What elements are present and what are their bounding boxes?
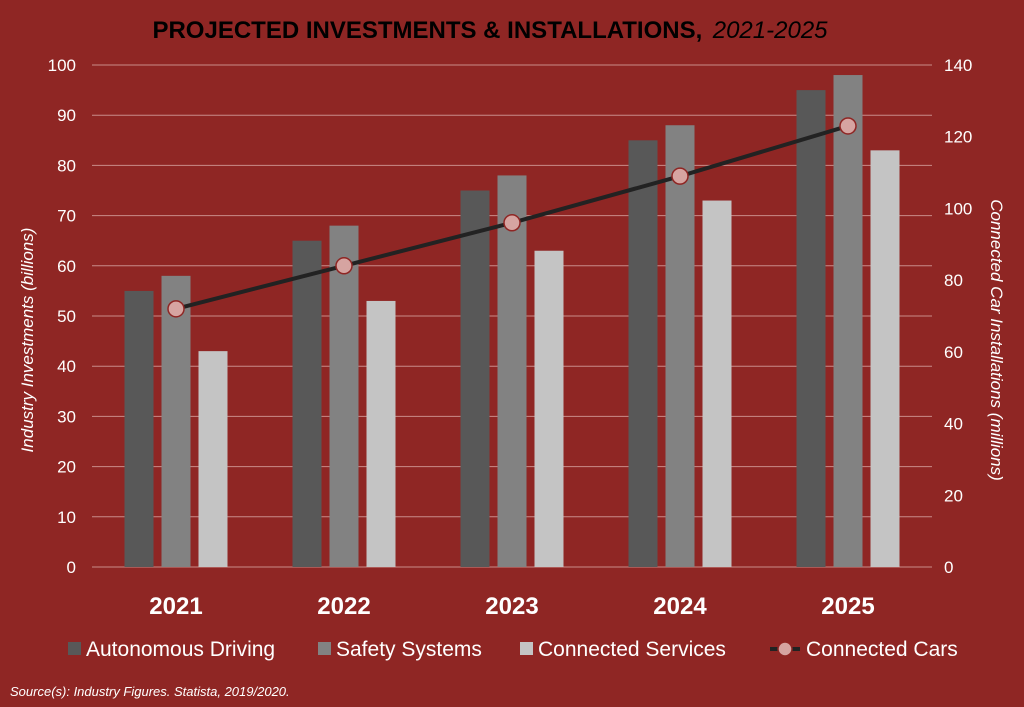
- y2-tick-120: 120: [944, 128, 972, 147]
- y-tick-30: 30: [57, 407, 76, 426]
- y2-tick-140: 140: [944, 56, 972, 75]
- bar-safety-systems-2025: [833, 75, 863, 567]
- y-tick-0: 0: [67, 558, 76, 577]
- y-tick-100: 100: [48, 56, 76, 75]
- point-connected-cars-2023: [503, 214, 521, 232]
- source-note: Source(s): Industry Figures. Statista, 2…: [10, 684, 290, 699]
- y-tick-70: 70: [57, 207, 76, 226]
- y-axis-ticks: 0 10 20 30 40 50 60 70 80 90 100: [48, 56, 76, 577]
- point-connected-cars-2022: [335, 257, 353, 275]
- legend-swatch-connected-services: [520, 642, 533, 655]
- x-tick-2025: 2025: [821, 593, 874, 620]
- y-tick-90: 90: [57, 106, 76, 125]
- x-axis-ticks: 2021 2022 2023 2024 2025: [149, 593, 874, 620]
- y-tick-20: 20: [57, 458, 76, 477]
- y-tick-10: 10: [57, 508, 76, 527]
- x-tick-2023: 2023: [485, 593, 538, 620]
- bar-connected-services-2024: [702, 200, 732, 568]
- legend-marker-connected-cars: [777, 641, 793, 657]
- point-connected-cars-2025: [839, 117, 857, 135]
- point-connected-cars-2024: [671, 167, 689, 185]
- point-connected-cars-2021: [167, 300, 185, 318]
- x-tick-2024: 2024: [653, 593, 707, 620]
- y-axis-label: Industry Investments (billions): [18, 228, 37, 453]
- y-tick-60: 60: [57, 257, 76, 276]
- bar-connected-services-2021: [198, 351, 228, 567]
- bar-connected-services-2022: [366, 300, 396, 567]
- bar-safety-systems-2024: [665, 125, 695, 568]
- bar-safety-systems-2021: [161, 275, 191, 567]
- y2-tick-60: 60: [944, 343, 963, 362]
- y2-tick-40: 40: [944, 415, 963, 434]
- y2-tick-100: 100: [944, 199, 972, 218]
- x-tick-2021: 2021: [149, 593, 202, 620]
- bar-connected-services-2025: [870, 150, 900, 567]
- chart-title: PROJECTED INVESTMENTS & INSTALLATIONS, 2…: [152, 17, 828, 44]
- y2-axis-label: Connected Car Installations (millions): [987, 199, 1006, 481]
- legend: Autonomous Driving Safety Systems Connecte…: [68, 638, 958, 661]
- legend-swatch-safety-systems: [318, 642, 331, 655]
- y-tick-50: 50: [57, 307, 76, 326]
- bar-safety-systems-2023: [497, 175, 527, 567]
- bar-connected-services-2023: [534, 250, 564, 568]
- legend-label-connected-cars: Connected Cars: [806, 638, 958, 661]
- y-tick-80: 80: [57, 156, 76, 175]
- bar-autonomous-driving-2022: [292, 240, 322, 567]
- bar-safety-systems-2022: [329, 225, 359, 567]
- y2-axis-ticks: 0 20 40 60 80 100 120 140: [944, 56, 972, 577]
- y-tick-40: 40: [57, 357, 76, 376]
- chart-title-sub: 2021-2025: [712, 17, 828, 44]
- y2-tick-80: 80: [944, 271, 963, 290]
- legend-label-autonomous-driving: Autonomous Driving: [86, 638, 275, 661]
- line-series: [167, 117, 857, 318]
- bars: [124, 75, 900, 568]
- y2-tick-20: 20: [944, 486, 963, 505]
- x-tick-2022: 2022: [317, 593, 370, 620]
- bar-autonomous-driving-2025: [796, 90, 826, 567]
- legend-label-safety-systems: Safety Systems: [336, 638, 482, 661]
- legend-label-connected-services: Connected Services: [538, 638, 726, 661]
- legend-swatch-autonomous-driving: [68, 642, 81, 655]
- bar-autonomous-driving-2024: [628, 140, 658, 568]
- y2-tick-0: 0: [944, 558, 953, 577]
- chart-title-main: PROJECTED INVESTMENTS & INSTALLATIONS,: [152, 17, 702, 44]
- bar-autonomous-driving-2023: [460, 190, 490, 567]
- bar-autonomous-driving-2021: [124, 290, 154, 567]
